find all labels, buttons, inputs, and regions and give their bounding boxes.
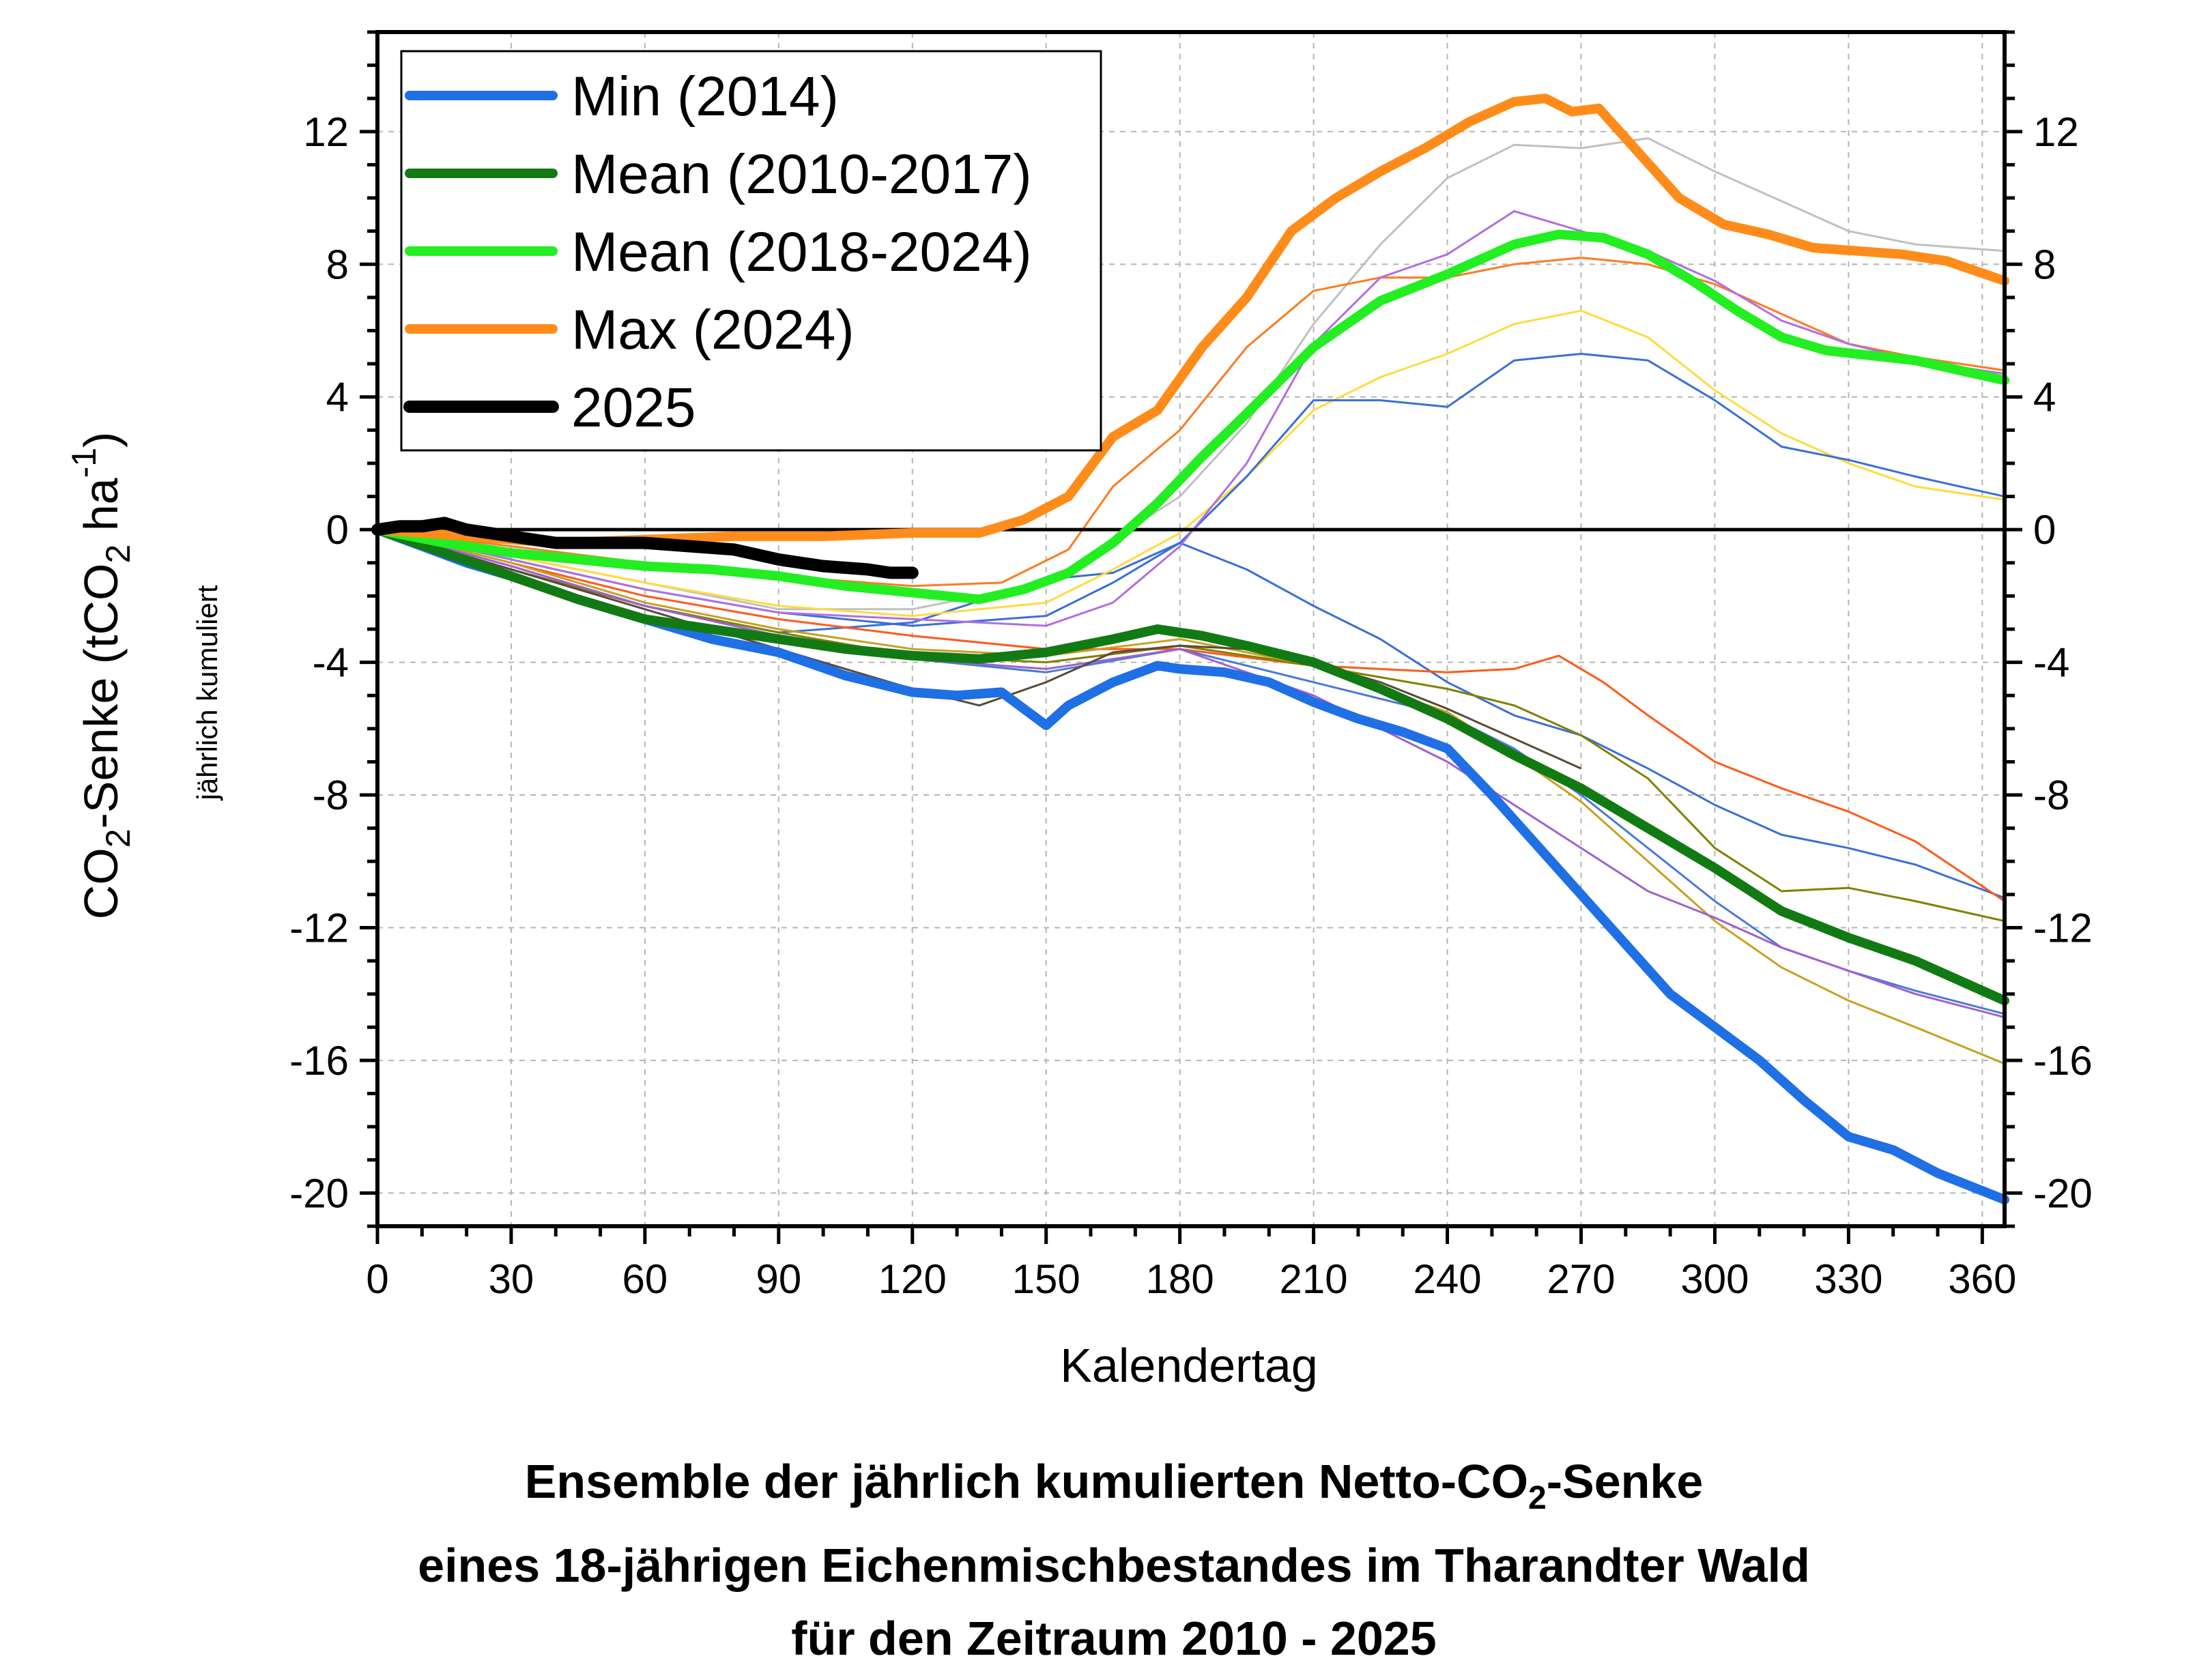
- caption-line-1: Ensemble der jährlich kumulierten Netto-…: [525, 1455, 1704, 1516]
- highlight-series: [371, 93, 2009, 1205]
- x-tick-label: 240: [1414, 1256, 1482, 1302]
- ensemble-lines: [377, 137, 2005, 1065]
- x-tick-label: 330: [1814, 1256, 1882, 1302]
- y-tick-label-left: 8: [326, 242, 349, 287]
- y-tick-label-left: 0: [326, 507, 349, 553]
- y-tick-label-left: -16: [289, 1038, 349, 1084]
- series-line-min-2014: [373, 525, 2009, 1205]
- y-tick-label-right: -8: [2033, 772, 2069, 818]
- x-tick-label: 150: [1012, 1256, 1080, 1302]
- ensemble-line: [377, 309, 2005, 618]
- y-tick-label-left: -4: [313, 640, 349, 686]
- y-axis-secondary-label: jährlich kumuliert: [191, 585, 223, 801]
- y-tick-label-right: 12: [2033, 109, 2079, 155]
- x-axis-title: Kalendertag: [1060, 1339, 1318, 1392]
- axes-frame: [360, 30, 2022, 1244]
- x-tick-labels: 0 30 60 90 120 150 180 210 240 270 300 330 360: [366, 1256, 2016, 1302]
- y-tick-label-right: 0: [2033, 507, 2056, 553]
- y-tick-label-right: 4: [2033, 375, 2056, 420]
- x-tick-label: 0: [366, 1256, 388, 1302]
- y-tick-label-right: -20: [2033, 1170, 2093, 1216]
- ensemble-line: [377, 528, 2005, 902]
- legend-label: Min (2014): [571, 66, 839, 128]
- y-tick-label-right: 8: [2033, 242, 2056, 287]
- ensemble-line: [377, 528, 2005, 899]
- series-line-mean-2010-2017: [373, 525, 2009, 1006]
- x-tick-label: 60: [622, 1256, 668, 1302]
- caption-line-3: für den Zeitraum 2010 - 2025: [791, 1612, 1436, 1665]
- y-tick-label-left: -12: [289, 906, 349, 951]
- ensemble-line: [377, 528, 2005, 1065]
- legend-label: Mean (2010-2017): [571, 143, 1032, 205]
- legend-label: Max (2024): [571, 299, 855, 361]
- y-tick-label-left: -20: [289, 1170, 349, 1216]
- y-tick-label-right: -4: [2033, 640, 2069, 686]
- y-tick-label-left: 12: [303, 109, 349, 155]
- x-tick-label: 210: [1280, 1256, 1348, 1302]
- legend: Min (2014) Mean (2010-2017) Mean (2018-202…: [400, 50, 1102, 452]
- y-tick-label-right: -16: [2033, 1038, 2093, 1084]
- legend-label: Mean (2018-2024): [571, 221, 1032, 283]
- y-axis-title: CO2-Senke (tCO2 ha-1): [65, 432, 137, 920]
- x-tick-label: 120: [878, 1256, 947, 1302]
- x-tick-label: 270: [1547, 1256, 1615, 1302]
- y-tick-labels: -20 -20 -16 -16 -12 -12 -8 -8 -4 -4 0 0 4 4 8 8 12 12: [289, 109, 2092, 1217]
- caption-line-2: eines 18-jährigen Eichenmischbestandes i…: [418, 1539, 1810, 1592]
- y-tick-label-left: -8: [313, 772, 349, 818]
- y-tick-label-right: -12: [2033, 906, 2093, 951]
- ensemble-line: [377, 353, 2005, 627]
- legend-label: 2025: [571, 377, 695, 439]
- y-tick-label-left: 4: [326, 375, 349, 420]
- x-tick-label: 30: [489, 1256, 534, 1302]
- x-tick-label: 90: [756, 1256, 801, 1302]
- series-line-2025: [371, 517, 919, 579]
- x-tick-label: 180: [1146, 1256, 1214, 1302]
- ensemble-line: [377, 210, 2005, 627]
- x-tick-label: 300: [1680, 1256, 1749, 1302]
- ensemble-line: [377, 528, 2005, 923]
- series-line-mean-2018-2024: [373, 229, 2009, 605]
- ensemble-line: [377, 528, 2005, 1019]
- series-line-max-2024: [373, 93, 2009, 548]
- x-tick-label: 360: [1948, 1256, 2016, 1302]
